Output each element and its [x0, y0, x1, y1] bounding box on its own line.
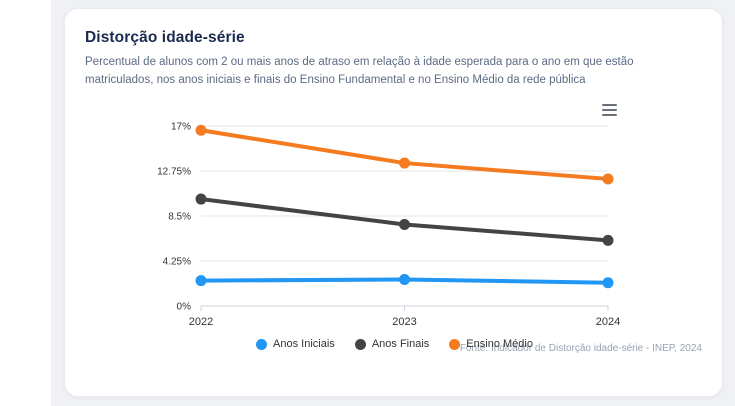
- chart-legend: Anos Iniciais Anos Finais Ensino Médio: [85, 338, 704, 350]
- data-point-ensino-m-dio-2023[interactable]: [399, 157, 410, 169]
- chart-area: 0% 4.25% 8.5% 12.75% 17% 2022 2023 2024 Anos In…: [85, 99, 704, 350]
- legend-item-ensino-m-dio[interactable]: Ensino Médio: [449, 338, 533, 350]
- chart-title: Distorção idade-série: [85, 29, 245, 46]
- legend-label: Anos Iniciais: [273, 338, 335, 350]
- legend-marker-icon: [354, 338, 366, 350]
- data-point-anos-finais-2023[interactable]: [399, 218, 410, 230]
- hamburger-menu-icon: [601, 104, 617, 116]
- source-note: Fonte: Indicador de Distorção idade-séri…: [459, 343, 702, 354]
- data-point-ensino-m-dio-2024[interactable]: [602, 173, 614, 185]
- page-background: Distorção idade-série Percentual de alun…: [51, 0, 735, 406]
- data-point-anos-finais-2024[interactable]: [602, 234, 614, 246]
- data-point-ensino-m-dio-2022[interactable]: [195, 124, 207, 136]
- chart-subtitle: Percentual de alunos com 2 ou mais anos …: [85, 56, 634, 86]
- chart-card: Distorção idade-série Percentual de alun…: [64, 8, 723, 397]
- y-axis-label: 0%: [177, 302, 192, 313]
- y-axis-label: 17%: [171, 122, 191, 133]
- legend-label: Anos Finais: [371, 338, 430, 350]
- data-point-anos-finais-2022[interactable]: [195, 193, 207, 205]
- chart-menu-button[interactable]: [598, 101, 620, 119]
- y-axis-label: 8.5%: [168, 212, 191, 223]
- x-axis-label: 2023: [392, 316, 416, 328]
- legend-marker-icon: [449, 338, 461, 350]
- data-point-anos-iniciais-2023[interactable]: [399, 274, 410, 286]
- legend-marker-icon: [256, 338, 268, 350]
- legend-item-anos-iniciais[interactable]: Anos Iniciais: [256, 338, 335, 350]
- data-point-anos-iniciais-2024[interactable]: [602, 277, 614, 289]
- y-axis-label: 4.25%: [163, 257, 191, 268]
- x-axis-label: 2024: [596, 316, 620, 328]
- line-chart: 0% 4.25% 8.5% 12.75% 17% 2022 2023 2024: [157, 122, 620, 329]
- y-axis-label: 12.75%: [157, 167, 191, 178]
- x-axis-label: 2022: [189, 316, 213, 328]
- series-line-ensino-m-dio: [199, 128, 610, 181]
- legend-label: Ensino Médio: [466, 338, 533, 350]
- data-point-anos-iniciais-2022[interactable]: [195, 275, 207, 287]
- legend-item-anos-finais[interactable]: Anos Finais: [354, 338, 430, 350]
